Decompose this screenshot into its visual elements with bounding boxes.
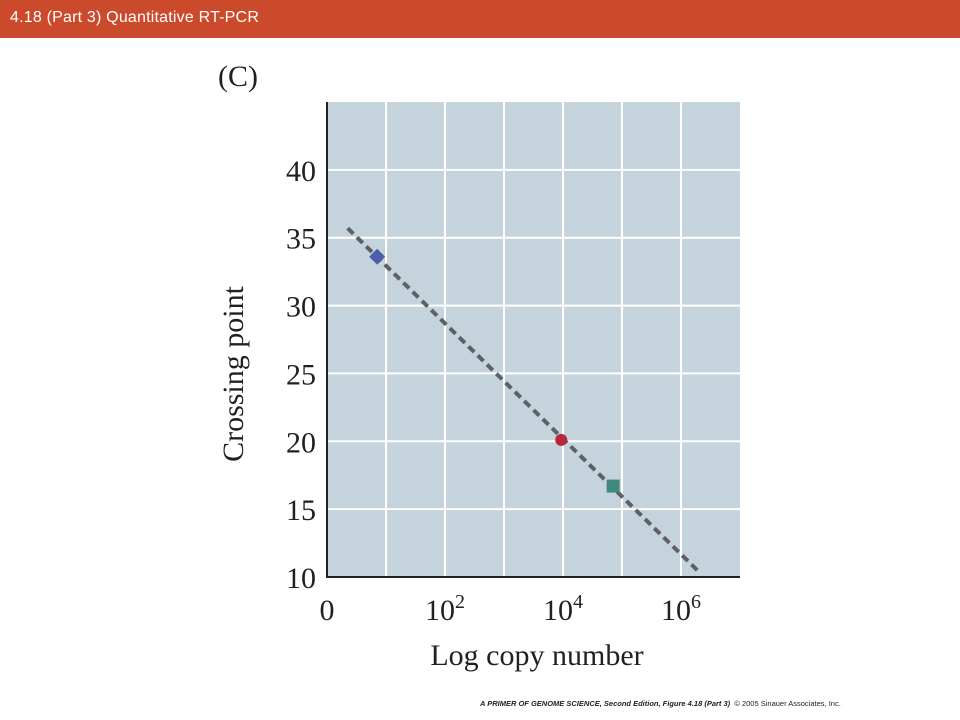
x-tick-label: 104	[543, 591, 583, 627]
y-tick-labels: 10 15 20 25 30 35 40	[286, 155, 316, 595]
fit-line	[346, 226, 701, 574]
y-tick-label: 35	[286, 223, 316, 256]
data-point-circle	[555, 433, 568, 446]
x-tick-label: 102	[425, 591, 465, 627]
y-axis-label: Crossing point	[217, 285, 250, 462]
x-axis-label: Log copy number	[430, 639, 643, 672]
title-bar: 4.18 (Part 3) Quantitative RT-PCR	[0, 0, 960, 38]
y-tick-label: 40	[286, 155, 316, 188]
y-tick-label: 10	[286, 562, 316, 595]
plot-area	[327, 102, 740, 577]
footer-copyright: © 2005 Sinauer Associates, Inc.	[734, 699, 841, 708]
x-tick-label: 0	[320, 594, 335, 627]
y-tick-label: 30	[286, 291, 316, 324]
data-points	[369, 248, 620, 493]
x-tick-labels: 0 102 104 106	[320, 591, 702, 627]
y-tick-label: 20	[286, 426, 316, 459]
data-point-diamond	[369, 248, 386, 265]
data-point-square	[606, 479, 620, 493]
y-tick-label: 15	[286, 494, 316, 527]
x-tick-label: 106	[661, 591, 701, 627]
slide-title: 4.18 (Part 3) Quantitative RT-PCR	[10, 9, 260, 26]
footer: A PRIMER OF GENOME SCIENCE, Second Editi…	[480, 699, 930, 708]
panel-label: (C)	[218, 60, 258, 93]
y-tick-label: 25	[286, 358, 316, 391]
footer-book: A PRIMER OF GENOME SCIENCE, Second Editi…	[480, 699, 731, 708]
